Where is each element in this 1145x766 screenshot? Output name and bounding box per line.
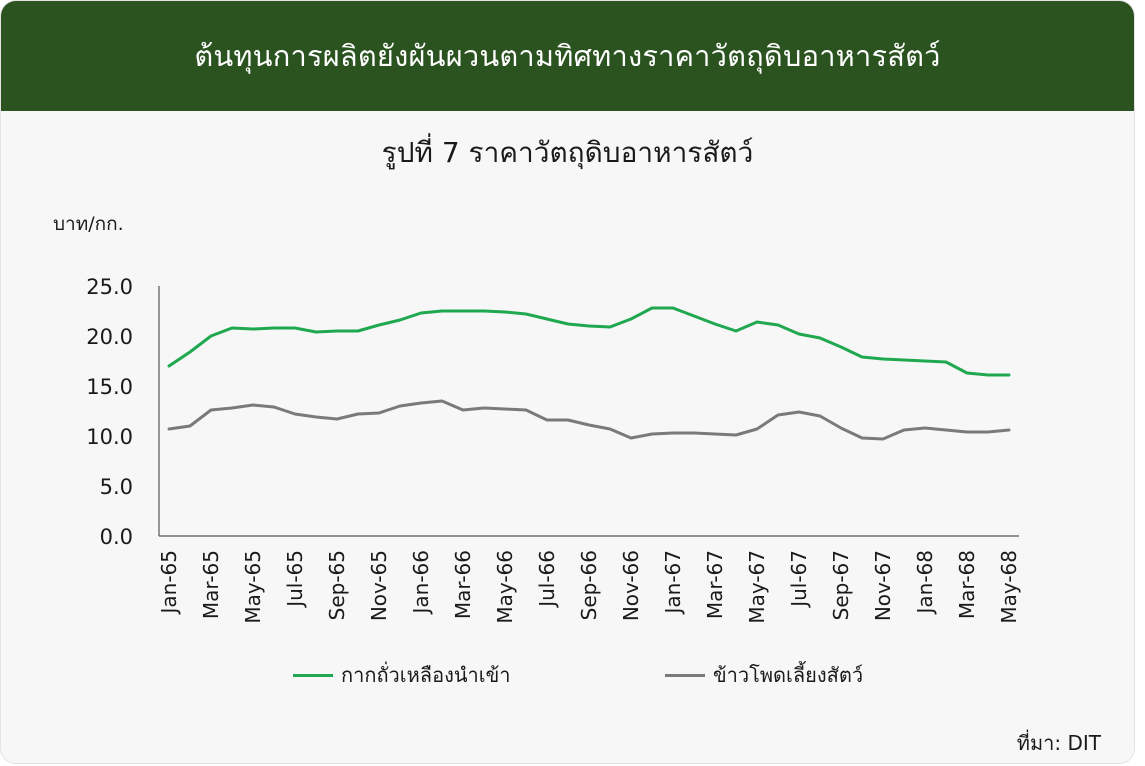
x-tick-label: Jan-67 (661, 550, 685, 616)
x-tick-label: Sep-65 (325, 550, 349, 620)
y-tick-label: 0.0 (100, 525, 133, 549)
legend-label-corn: ข้าวโพดเลี้ยงสัตว์ (713, 663, 864, 687)
figure-title: รูปที่ 7 ราคาวัตถุดิบอาหารสัตว์ (381, 136, 754, 169)
legend-item-soybean-meal: กากถั่วเหลืองนำเข้า (293, 659, 510, 691)
x-tick-label: Jul-65 (283, 550, 307, 609)
y-tick-label: 15.0 (86, 375, 133, 399)
x-tick-label: Jul-66 (535, 550, 559, 609)
chart-legend: กากถั่วเหลืองนำเข้า ข้าวโพดเลี้ยงสัตว์ (1, 659, 1134, 689)
legend-swatch-gray (665, 673, 705, 677)
source-label: ที่มา: DIT (1016, 731, 1101, 755)
x-tick-label: Mar-68 (955, 550, 979, 619)
header-title: ต้นทุนการผลิตยังผันผวนตามทิศทางราคาวัตถุ… (194, 39, 941, 73)
x-tick-label: Nov-65 (367, 550, 391, 621)
series-line-soybean-meal (167, 306, 1011, 377)
series-line-corn (167, 399, 1011, 441)
legend-label-soybean-meal: กากถั่วเหลืองนำเข้า (341, 663, 511, 687)
x-tick-label: Mar-65 (199, 550, 223, 619)
x-tick-label: May-68 (997, 550, 1021, 624)
x-tick-label: Mar-66 (451, 550, 475, 619)
legend-swatch-green (293, 673, 333, 677)
y-axis-unit-label: บาท/กก. (53, 213, 124, 235)
x-tick-label: May-66 (493, 550, 517, 624)
header-banner: ต้นทุนการผลิตยังผันผวนตามทิศทางราคาวัตถุ… (1, 1, 1134, 111)
x-tick-label: Mar-67 (703, 550, 727, 619)
x-tick-label: Nov-66 (619, 550, 643, 621)
x-tick-label: May-65 (241, 550, 265, 624)
chart-axes: 0.0 5.0 10.0 15.0 20.0 25.0 Jan-65 Mar-65 May-65… (86, 275, 1021, 624)
y-tick-label: 25.0 (86, 275, 133, 299)
y-tick-label: 10.0 (86, 425, 133, 449)
x-tick-label: Jan-68 (913, 550, 937, 616)
legend-item-corn: ข้าวโพดเลี้ยงสัตว์ (665, 659, 863, 691)
y-tick-label: 5.0 (100, 475, 133, 499)
y-tick-label: 20.0 (86, 325, 133, 349)
x-tick-label: Jan-66 (409, 550, 433, 616)
x-tick-label: Nov-67 (871, 550, 895, 621)
x-tick-label: Sep-67 (829, 550, 853, 620)
chart-series (167, 306, 1011, 441)
x-tick-label: May-67 (745, 550, 769, 624)
x-tick-label: Sep-66 (577, 550, 601, 620)
x-tick-label: Jan-65 (157, 550, 181, 616)
x-tick-label: Jul-67 (787, 550, 811, 609)
